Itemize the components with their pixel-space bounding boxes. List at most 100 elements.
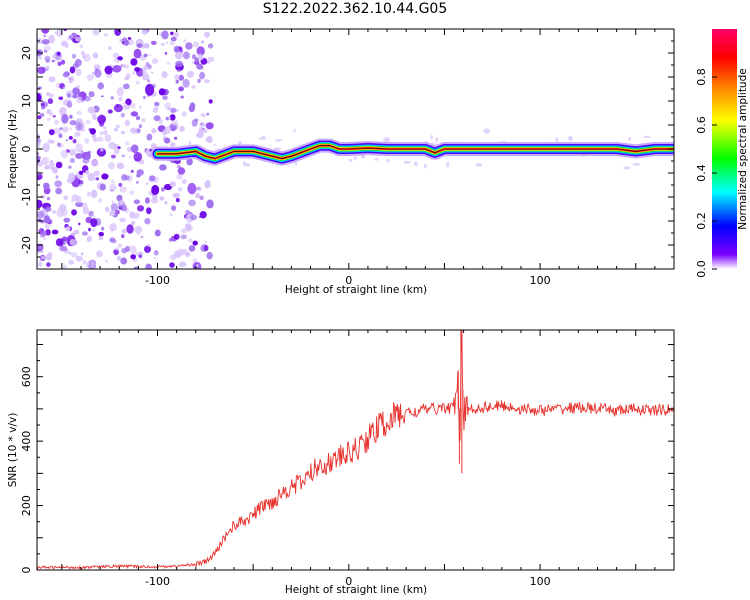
noise-blob — [66, 177, 74, 184]
noise-blob — [69, 114, 73, 119]
spectrogram-ylabel: Frequency (Hz) — [7, 109, 19, 188]
noise-blob — [78, 184, 83, 188]
noise-blob — [54, 119, 59, 125]
noise-blob — [90, 160, 99, 167]
spectrogram-ytick-label: -10 — [20, 188, 33, 206]
noise-blob — [164, 51, 168, 55]
snr-xlabel: Height of straight line (km) — [285, 584, 427, 596]
snr-line — [37, 330, 674, 570]
noise-blob — [40, 195, 46, 199]
noise-blob — [70, 252, 78, 258]
noise-blob — [120, 257, 128, 265]
noise-blob — [62, 72, 70, 78]
noise-blob — [196, 264, 199, 267]
noise-blob — [116, 60, 120, 64]
noise-blob — [168, 238, 172, 242]
noise-blob — [124, 245, 131, 252]
noise-blob — [176, 165, 181, 169]
noise-blob — [49, 112, 53, 116]
colorbar: 0.0 0.2 0.4 0.6 0.8 Normalized spectral ampl… — [695, 29, 749, 278]
noise-blob — [150, 40, 157, 46]
noise-blob — [117, 243, 123, 248]
noise-blob — [67, 93, 71, 98]
noise-blob — [92, 115, 97, 120]
noise-blob — [113, 249, 119, 256]
noise-blob — [46, 262, 51, 267]
noise-blob — [118, 182, 123, 187]
noise-blob — [167, 106, 172, 111]
noise-blob — [99, 131, 104, 135]
noise-blob — [39, 56, 42, 60]
noise-blob — [130, 254, 136, 260]
noise-blob — [37, 199, 43, 209]
noise-blob — [151, 71, 154, 74]
noise-blob — [75, 255, 83, 262]
noise-blob — [138, 254, 143, 259]
noise-blob — [104, 206, 110, 212]
colorbar-label: Normalized spectral amplitude — [737, 68, 749, 229]
noise-blob — [72, 87, 80, 96]
noise-blob — [173, 233, 180, 240]
noise-blob — [98, 231, 104, 237]
noise-blob — [71, 209, 77, 216]
spectral-ridge — [150, 138, 674, 166]
noise-blob — [151, 58, 159, 64]
noise-blob — [86, 74, 95, 80]
faint-blob — [374, 157, 379, 161]
snr-ytick-label: 0 — [20, 567, 33, 574]
noise-blob — [145, 72, 149, 75]
noise-blob — [90, 189, 98, 199]
noise-blob — [205, 122, 214, 130]
noise-blob — [139, 105, 142, 109]
noise-blob — [143, 53, 148, 58]
noise-blob — [48, 129, 55, 136]
noise-blob — [101, 173, 109, 180]
noise-blob — [108, 46, 112, 50]
noise-blob — [100, 147, 104, 152]
noise-blob — [136, 169, 144, 176]
noise-blob — [85, 170, 90, 175]
noise-blob — [181, 111, 188, 117]
snr-ylabel: SNR (10 * v/v) — [7, 413, 19, 488]
noise-blob — [65, 139, 69, 142]
noise-blob — [44, 165, 50, 170]
noise-blob — [85, 216, 93, 224]
noise-blob — [88, 227, 91, 232]
noise-blob — [175, 51, 183, 60]
noise-blob — [208, 99, 213, 104]
noise-blob — [72, 139, 77, 144]
noise-blob — [164, 126, 172, 135]
noise-blob — [112, 52, 120, 59]
faint-blob — [446, 161, 450, 168]
noise-blob — [43, 34, 46, 38]
noise-blob — [75, 68, 82, 77]
noise-blob — [98, 198, 103, 203]
noise-blob — [41, 39, 50, 45]
noise-blob — [186, 70, 195, 78]
noise-blob — [187, 182, 197, 195]
noise-blob — [65, 226, 71, 231]
noise-blob — [44, 206, 52, 212]
noise-blob — [204, 240, 207, 244]
noise-blob — [160, 187, 165, 192]
noise-blob — [58, 96, 64, 100]
noise-blob — [50, 140, 55, 144]
noise-blob — [66, 101, 73, 108]
noise-blob — [129, 156, 132, 159]
noise-blob — [121, 63, 126, 68]
noise-blob — [96, 136, 104, 142]
noise-blob — [109, 210, 116, 217]
noise-blob — [68, 136, 73, 140]
faint-blob — [628, 137, 631, 141]
noise-blob — [37, 210, 45, 219]
snr-ticks: -100 0 100 0 200 400 600 — [20, 330, 675, 588]
noise-blob — [129, 190, 135, 195]
noise-blob — [58, 133, 63, 139]
noise-blob — [109, 183, 117, 191]
noise-blob — [57, 61, 62, 67]
noise-blob — [151, 184, 160, 196]
noise-blob — [55, 238, 64, 247]
noise-blob — [143, 65, 148, 71]
faint-blob — [386, 158, 390, 163]
noise-blob — [180, 234, 187, 240]
